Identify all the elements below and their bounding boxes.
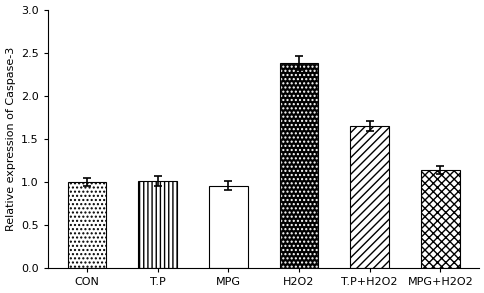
Bar (279, 63, 318, 268)
Bar (138, 181, 177, 268)
Bar (67, 182, 106, 268)
Bar (209, 185, 247, 268)
Bar (279, 63, 318, 268)
Bar (349, 126, 388, 268)
Bar (420, 170, 459, 268)
Y-axis label: Relative expression of Caspase-3: Relative expression of Caspase-3 (5, 47, 15, 231)
